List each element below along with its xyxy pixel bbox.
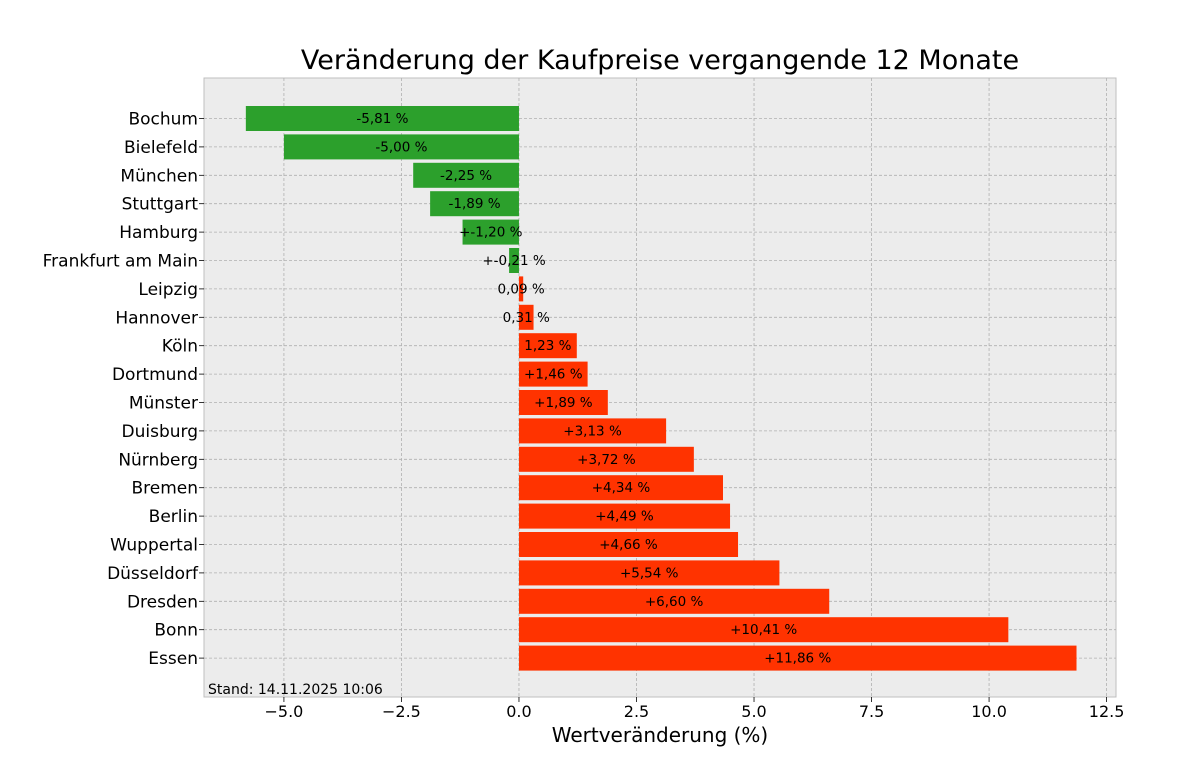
x-tick-label: 10.0 [971,702,1007,721]
bar-value-label: +4,66 % [599,537,658,553]
bar-münchen [413,162,519,188]
bar-value-label: +-1,20 % [459,225,523,241]
bar-dresden [518,588,830,614]
x-axis-ticks: −5.0 −2.5 0.0 2.5 5.0 7.5 10.0 12.5 [264,697,1124,721]
bar-leipzig [518,276,524,302]
bar-value-label: -5,81 % [356,111,408,127]
bar-value-label: -1,89 % [449,196,501,212]
bar-value-label: +1,89 % [534,395,593,411]
bar-value-label: +3,13 % [563,423,622,439]
x-tick-label: 0.0 [506,702,531,721]
bar-value-label: +3,72 % [577,452,636,468]
bar-bonn [518,617,1009,643]
bar-dortmund [518,361,588,387]
bar-value-label: -2,25 % [440,168,492,184]
bar-hamburg [462,219,519,245]
y-axis-ticks: Bochum Bielefeld München Stuttgart Hamburg Fr… [43,110,204,669]
bar-bielefeld [283,134,519,160]
y-tick-label: München [120,166,198,186]
y-tick-label: Leipzig [138,280,198,300]
x-tick-label: 7.5 [859,702,884,721]
bar-value-label: +1,46 % [524,367,583,383]
bar-stuttgart [430,191,519,217]
y-tick-label: Bremen [131,479,198,499]
y-tick-label: Stuttgart [122,195,199,215]
bar-bremen [518,475,723,501]
bar-duisburg [518,418,667,444]
bar-value-label: +5,54 % [620,565,679,581]
y-tick-label: Nürnberg [118,450,198,470]
bar-düsseldorf [518,560,780,586]
bar-value-label: 0,09 % [497,281,544,297]
bar-value-label: 0,31 % [503,310,550,326]
bar-nürnberg [518,446,694,472]
y-tick-label: Köln [162,337,198,357]
y-tick-label: Bonn [154,621,198,641]
bar-köln [518,333,577,359]
x-tick-label: 12.5 [1089,702,1125,721]
bar-value-label: +-0,21 % [482,253,546,269]
y-tick-label: Hannover [115,308,198,328]
y-tick-label: Dresden [127,592,198,612]
y-tick-label: Düsseldorf [107,564,199,584]
x-axis-label: Wertveränderung (%) [552,723,769,747]
timestamp-annotation: Stand: 14.11.2025 10:06 [208,682,383,698]
bar-wuppertal [518,532,739,557]
x-tick-label: −5.0 [264,702,303,721]
x-tick-label: 5.0 [741,702,766,721]
y-tick-label: Hamburg [119,223,198,243]
bar-hannover [518,304,534,330]
y-tick-label: Wuppertal [110,536,198,556]
y-tick-label: Bielefeld [124,138,198,158]
bar-value-label: +4,49 % [595,509,654,525]
y-tick-label: Duisburg [122,422,199,442]
bar-value-label: -5,00 % [375,139,427,155]
bar-labels: -5,81 % -5,00 % -2,25 % -1,89 % +-1,20 % +-0,… [356,111,831,667]
bar-frankfurt-am-main [509,248,519,273]
y-tick-label: Bochum [128,110,198,130]
bar-value-label: +4,34 % [592,480,651,496]
y-tick-label: Münster [129,394,198,414]
bar-bochum [245,106,519,131]
bar-münster [518,390,608,415]
bar-value-label: +11,86 % [764,651,831,667]
y-tick-label: Dortmund [112,365,198,385]
chart-title: Veränderung der Kaufpreise vergangende 1… [301,45,1019,76]
y-tick-label: Frankfurt am Main [43,252,198,272]
bars [245,106,1077,671]
bar-value-label: 1,23 % [524,338,571,354]
y-tick-label: Berlin [149,507,198,527]
x-tick-label: 2.5 [624,702,649,721]
bar-value-label: +6,60 % [645,594,704,610]
bar-essen [518,645,1077,671]
y-tick-label: Essen [148,649,198,669]
bar-berlin [518,503,731,529]
x-tick-label: −2.5 [382,702,421,721]
bar-value-label: +10,41 % [730,622,797,638]
